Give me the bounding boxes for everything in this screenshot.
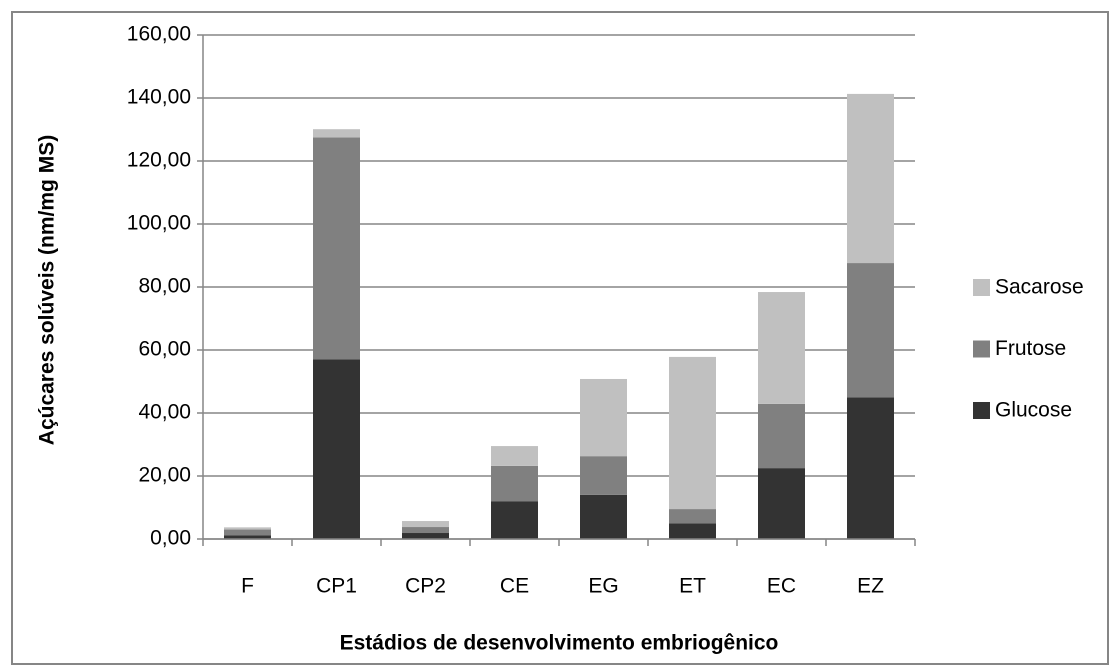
x-tick-label: ET: [679, 575, 706, 598]
y-tick-label: 160,00: [127, 23, 191, 46]
y-tick-label: 60,00: [138, 338, 191, 361]
bar-segment: [224, 535, 271, 539]
legend-swatch: [973, 340, 990, 358]
chart-border: [11, 11, 1109, 665]
bar-segment: [491, 465, 538, 502]
x-tick-label: CP2: [405, 575, 446, 598]
bar-segment: [847, 397, 894, 539]
y-tick-label: 120,00: [127, 149, 191, 172]
bar-segment: [402, 521, 449, 528]
legend-label: Frutose: [995, 337, 1066, 360]
bar-segment: [224, 527, 271, 530]
bar-segment: [580, 456, 627, 495]
bar-segment: [847, 93, 894, 264]
bar-segment: [224, 529, 271, 536]
y-tick-label: 40,00: [138, 401, 191, 424]
y-tick-label: 0,00: [150, 527, 191, 550]
legend-swatch: [973, 279, 990, 296]
y-tick-label: 80,00: [138, 275, 191, 298]
bar-segment: [580, 378, 627, 457]
x-tick-label: EG: [588, 575, 618, 598]
bar-segment: [758, 403, 805, 469]
bar-segment: [669, 523, 716, 539]
legend-swatch: [973, 402, 990, 419]
bar-segment: [491, 446, 538, 466]
bar-segment: [758, 292, 805, 404]
x-tick-label: EZ: [857, 575, 884, 598]
y-tick-label: 100,00: [127, 212, 191, 235]
bar-segment: [491, 501, 538, 539]
x-axis-title: Estádios de desenvolvimento embriogênico: [340, 632, 779, 655]
legend-label: Sacarose: [995, 276, 1084, 299]
y-tick-label: 140,00: [127, 86, 191, 109]
x-tick-label: CP1: [316, 575, 357, 598]
bar-segment: [313, 359, 360, 539]
y-axis-title: Açúcares solúveis (nm/mg MS): [36, 135, 59, 445]
bar-segment: [669, 509, 716, 524]
bar-segment: [313, 129, 360, 138]
x-tick-label: CE: [500, 575, 529, 598]
bar-segment: [402, 533, 449, 539]
legend-label: Glucose: [995, 399, 1072, 422]
bar-segment: [669, 356, 716, 510]
x-tick-label: F: [241, 575, 254, 598]
y-tick-label: 20,00: [138, 464, 191, 487]
bar-segment: [758, 468, 805, 539]
bar-segment: [313, 137, 360, 360]
bar-segment: [847, 263, 894, 398]
bar-segment: [402, 527, 449, 534]
x-tick-label: EC: [767, 575, 796, 598]
bar-segment: [580, 494, 627, 539]
